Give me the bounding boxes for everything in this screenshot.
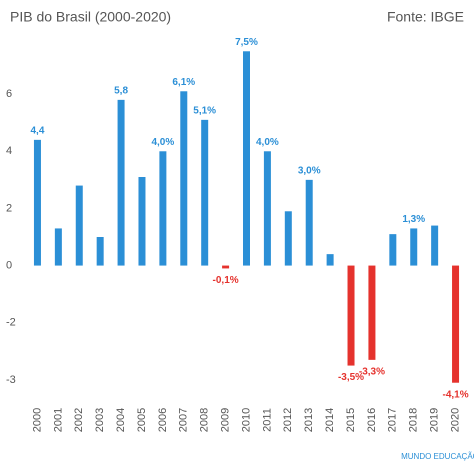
bar (138, 177, 146, 266)
bar (284, 211, 292, 266)
y-tick-label: -2 (6, 317, 16, 329)
bar (368, 265, 376, 360)
y-tick-label: 6 (6, 88, 12, 100)
bar (180, 91, 188, 266)
x-tick-label: 2002 (73, 408, 85, 432)
bar (389, 234, 397, 266)
x-tick-label: 2019 (429, 408, 441, 432)
bar (33, 139, 41, 266)
x-tick-label: 2001 (52, 408, 64, 432)
value-label: 1,3% (402, 214, 425, 225)
x-tick-label: 2006 (157, 408, 169, 432)
bar (410, 228, 418, 266)
y-tick-label: -3 (6, 374, 16, 386)
x-tick-label: 2018 (408, 408, 420, 432)
value-label: 4,0% (256, 137, 279, 148)
x-tick-label: 2009 (220, 408, 232, 432)
bar (201, 119, 209, 266)
y-tick-label: 4 (6, 145, 12, 157)
x-tick-label: 2020 (449, 408, 461, 432)
value-label: 5,1% (193, 105, 216, 116)
bar (243, 51, 250, 266)
bar (347, 265, 355, 366)
value-label: 4,0% (151, 137, 174, 148)
x-tick-label: 2012 (282, 408, 294, 432)
x-tick-label: 2007 (178, 408, 190, 432)
x-tick-label: 2005 (136, 408, 148, 432)
bar (159, 151, 167, 266)
bar (117, 99, 125, 266)
value-label: 6,1% (172, 77, 195, 88)
x-tick-label: 2014 (324, 408, 336, 432)
value-label: 5,8 (114, 85, 128, 96)
bar (75, 185, 83, 266)
bar (54, 228, 62, 266)
bar (96, 237, 104, 266)
x-tick-label: 2008 (199, 408, 211, 432)
y-tick-label: 2 (6, 202, 12, 214)
value-label: 4,4 (30, 125, 44, 136)
bar (263, 151, 271, 266)
bar (305, 179, 313, 266)
value-label: 7,5% (235, 37, 258, 48)
bar (222, 265, 230, 269)
x-tick-label: 2000 (31, 408, 43, 432)
bar (326, 254, 334, 266)
x-tick-label: 2010 (240, 408, 252, 432)
chart-title: PIB do Brasil (2000-2020) (10, 9, 171, 25)
x-tick-label: 2004 (115, 408, 127, 432)
logo: MUNDO EDUCAÇÃO (401, 452, 474, 461)
x-tick-label: 2017 (387, 408, 399, 432)
value-label: -4,1% (442, 389, 468, 400)
value-label: -3,3% (359, 366, 385, 377)
x-tick-label: 2011 (261, 408, 273, 432)
x-tick-label: 2013 (303, 408, 315, 432)
value-label: -0,1% (213, 275, 239, 286)
y-tick-label: 0 (6, 259, 12, 271)
x-tick-label: 2015 (345, 408, 357, 432)
x-tick-label: 2003 (94, 408, 106, 432)
x-tick-label: 2016 (366, 408, 378, 432)
value-label: 3,0% (298, 165, 321, 176)
value-label: -3,5% (338, 372, 364, 383)
source: Fonte: IBGE (387, 9, 464, 25)
bar (431, 225, 439, 266)
bar (452, 265, 460, 383)
